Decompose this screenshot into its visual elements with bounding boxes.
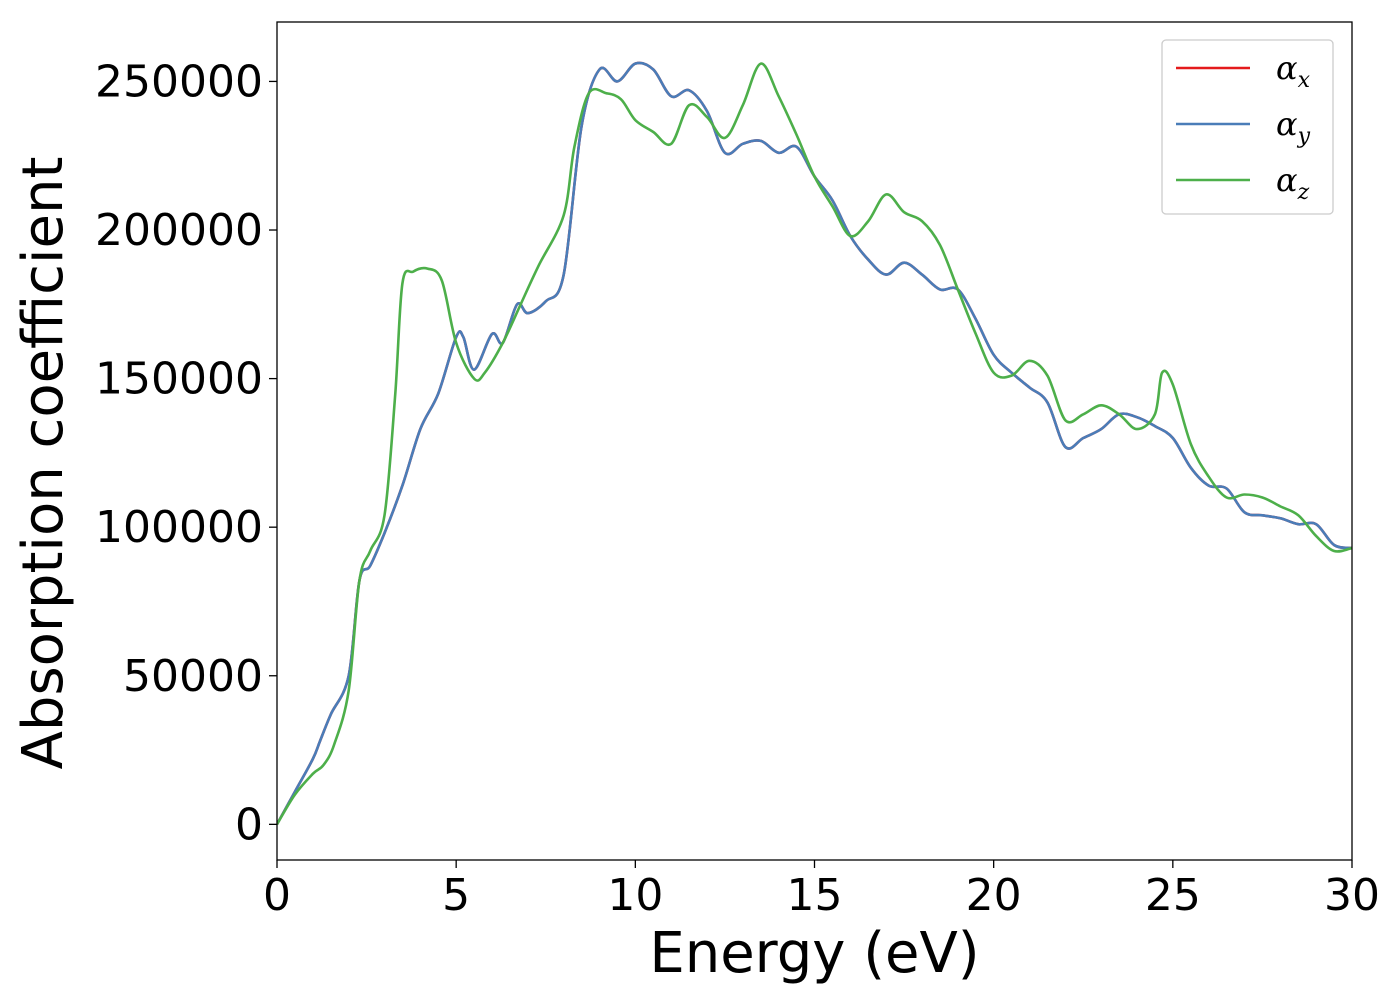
y-tick-label: 50000 (123, 651, 263, 702)
series-line-y (277, 61, 1352, 825)
y-tick-label: 200000 (95, 205, 263, 256)
x-tick-label: 20 (966, 870, 1022, 921)
legend-box (1161, 39, 1334, 215)
x-tick-label: 25 (1145, 870, 1201, 921)
y-axis-label: Absorption coefficient (11, 157, 76, 770)
y-tick-label: 150000 (95, 354, 263, 405)
legend-label-z: αz (1276, 161, 1310, 205)
x-axis-label: Energy (eV) (649, 921, 979, 986)
y-tick-label: 100000 (95, 502, 263, 553)
y-axis: 0 50000 100000 150000 200000 250000 (95, 56, 277, 850)
legend-label-x: αx (1276, 49, 1311, 93)
legend: αx αy αz (1161, 39, 1334, 215)
x-tick-label: 0 (263, 870, 291, 921)
x-tick-label: 10 (607, 870, 663, 921)
x-tick-label: 15 (787, 870, 843, 921)
x-tick-label: 30 (1324, 870, 1380, 921)
legend-label-y: αy (1276, 105, 1311, 149)
x-axis: 0 5 10 15 20 25 30 (263, 860, 1380, 921)
y-tick-label: 250000 (95, 56, 263, 107)
series-line-z (277, 62, 1352, 825)
y-tick-label: 0 (235, 799, 263, 850)
x-tick-label: 5 (442, 870, 470, 921)
plot-lines (277, 61, 1352, 825)
